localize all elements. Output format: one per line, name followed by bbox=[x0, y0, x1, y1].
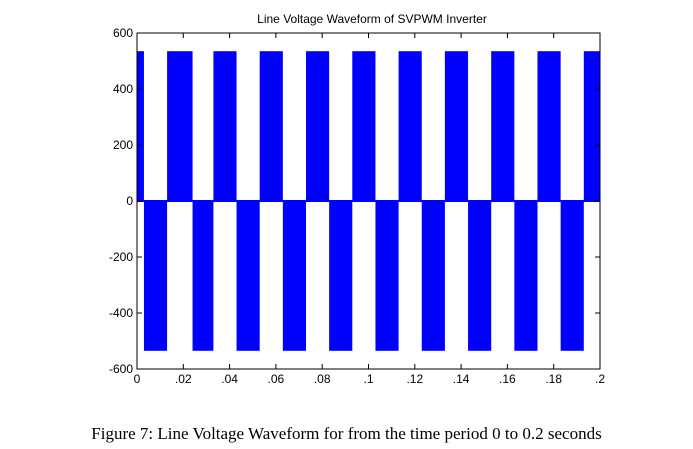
y-tick-label: 200 bbox=[113, 138, 133, 152]
positive-pulse-1 bbox=[167, 51, 193, 202]
x-tick-label: .1 bbox=[363, 372, 373, 386]
x-tick-label: .2 bbox=[595, 372, 605, 386]
negative-pulse-3 bbox=[282, 201, 306, 351]
negative-pulse-9 bbox=[560, 201, 584, 351]
positive-pulse-2 bbox=[213, 51, 237, 202]
y-tick-label: -600 bbox=[109, 362, 133, 376]
positive-pulse-3 bbox=[259, 51, 283, 202]
x-tick-label: .02 bbox=[175, 372, 192, 386]
positive-pulse-8 bbox=[491, 51, 515, 202]
negative-pulse-2 bbox=[236, 201, 260, 351]
y-tick-label: 600 bbox=[113, 26, 133, 40]
y-tick-label: 0 bbox=[126, 194, 133, 208]
negative-pulse-1 bbox=[192, 201, 214, 351]
negative-pulse-5 bbox=[375, 201, 399, 351]
positive-pulse-10 bbox=[583, 51, 600, 202]
negative-pulse-0 bbox=[143, 201, 168, 351]
positive-pulse-5 bbox=[352, 51, 376, 202]
x-tick-label: .16 bbox=[499, 372, 516, 386]
x-tick-label: .06 bbox=[268, 372, 285, 386]
positive-pulse-4 bbox=[305, 51, 330, 202]
negative-pulse-8 bbox=[514, 201, 538, 351]
negative-pulse-4 bbox=[329, 201, 353, 351]
x-tick-label: .18 bbox=[545, 372, 562, 386]
y-tick-label: 400 bbox=[113, 82, 133, 96]
y-tick-label: -200 bbox=[109, 250, 133, 264]
x-tick-label: .04 bbox=[221, 372, 238, 386]
negative-pulse-7 bbox=[468, 201, 492, 351]
x-tick-label: .08 bbox=[314, 372, 331, 386]
axes: 0.02.04.06.08.1.12.14.16.18.26004002000-… bbox=[109, 26, 605, 386]
positive-pulse-6 bbox=[398, 51, 422, 202]
figure-caption: Figure 7: Line Voltage Waveform for from… bbox=[91, 424, 602, 443]
x-tick-label: .12 bbox=[406, 372, 423, 386]
x-tick-label: .14 bbox=[453, 372, 470, 386]
chart-title: Line Voltage Waveform of SVPWM Inverter bbox=[257, 12, 487, 26]
positive-pulse-7 bbox=[444, 51, 469, 202]
x-tick-label: 0 bbox=[134, 372, 141, 386]
negative-pulse-6 bbox=[421, 201, 445, 351]
positive-pulse-9 bbox=[537, 51, 561, 202]
plot-area bbox=[137, 51, 600, 351]
y-tick-label: -400 bbox=[109, 306, 133, 320]
zero-level-line bbox=[137, 200, 600, 202]
positive-pulse-0 bbox=[137, 51, 144, 202]
